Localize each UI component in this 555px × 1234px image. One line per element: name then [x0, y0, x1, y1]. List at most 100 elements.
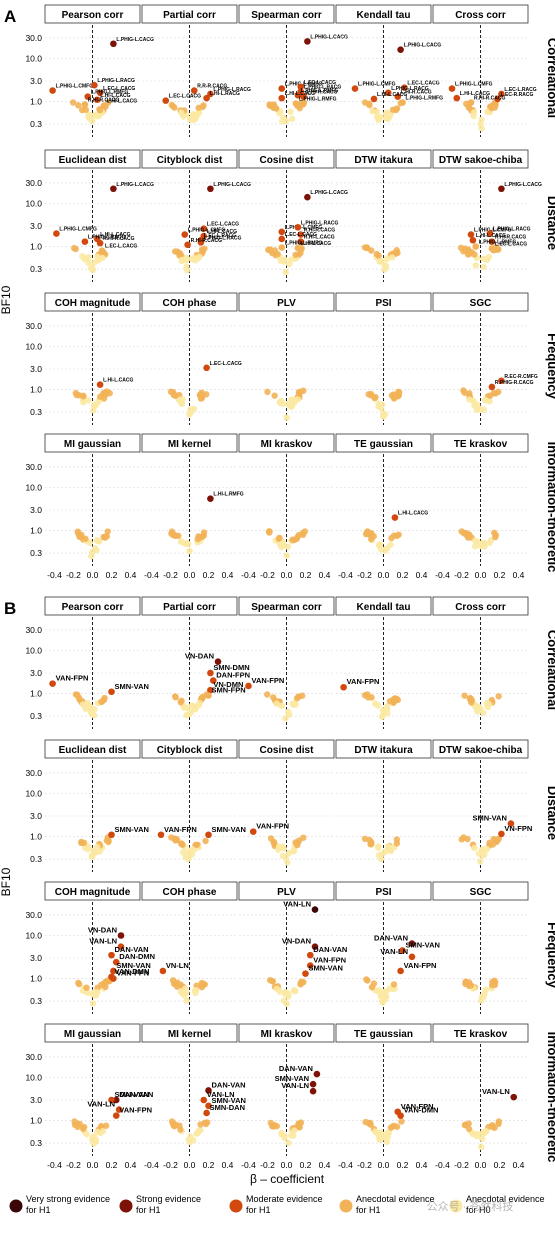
point-label: L.PHIG-L.CACG: [310, 34, 348, 40]
data-point: [299, 530, 306, 537]
data-point: [368, 694, 375, 701]
point-label: L.HI-L.CACG: [301, 241, 331, 247]
point-label: VAN-LN: [283, 900, 311, 909]
data-point: [297, 238, 305, 245]
point-label: L.PHIG-L.CMFG: [188, 228, 226, 234]
data-point: [408, 953, 416, 961]
point-label: L.PHIG-L.RACG: [88, 235, 126, 241]
data-point: [484, 703, 491, 711]
data-point: [86, 539, 93, 546]
data-point: [488, 238, 496, 245]
data-point: [488, 1121, 496, 1129]
data-point: [383, 1138, 391, 1145]
data-point: [294, 223, 302, 231]
data-point: [397, 1112, 404, 1119]
data-point: [370, 95, 378, 103]
data-point: [96, 107, 104, 114]
data-point: [178, 538, 185, 545]
data-point: [302, 970, 309, 977]
point-label: L.HI-L.CACG: [100, 93, 130, 99]
y-tick-label: 1.0: [30, 526, 42, 536]
point-label: SMN-VAN: [406, 940, 440, 949]
data-point: [177, 1126, 184, 1133]
data-point: [103, 837, 111, 844]
data-point: [378, 1131, 385, 1139]
y-tick-label: 0.3: [30, 711, 42, 721]
y-tick-label: 0.3: [30, 407, 42, 417]
y-tick-label: 3.0: [30, 221, 42, 231]
point-label: L.PHIG-L.RACG: [301, 220, 339, 226]
legend-item: Moderate evidence for H1: [229, 1194, 323, 1215]
data-point: [306, 951, 314, 959]
data-point: [179, 849, 187, 856]
data-point: [388, 534, 395, 542]
data-point: [207, 90, 214, 98]
data-point: [399, 99, 406, 106]
data-point: [480, 255, 487, 262]
point-label: R.HI-R.CACG: [495, 235, 526, 241]
data-point: [392, 106, 400, 114]
data-point: [366, 836, 373, 844]
facet-title: DTW itakura: [354, 745, 413, 756]
x-tick-label: -0.2: [357, 1160, 372, 1170]
x-tick-label: 0.4: [125, 1160, 137, 1170]
data-point: [374, 702, 382, 709]
data-point: [391, 514, 399, 521]
data-point: [203, 94, 210, 102]
data-point: [190, 846, 198, 853]
row-label: Frequency: [545, 333, 555, 400]
point-label: L.HI-L.CACG: [100, 232, 130, 238]
facet-cross-corr: Cross corr: [432, 596, 529, 729]
y-tick-label: 1.0: [30, 242, 42, 252]
data-point: [495, 693, 502, 700]
data-point: [291, 1127, 298, 1134]
data-point: [53, 230, 60, 237]
point-label: L.HI-L.CACG: [460, 91, 490, 97]
facet-title: MI gaussian: [64, 1029, 121, 1040]
data-point: [170, 1122, 177, 1129]
point-label: L.PHIG-L.CMFG: [474, 228, 512, 234]
y-tick-label: 30.0: [25, 33, 42, 43]
x-tick-label: -0.4: [47, 1160, 62, 1170]
facet-title: DTW itakura: [354, 155, 413, 166]
data-point: [488, 104, 495, 112]
facet-strip: [141, 1023, 238, 1043]
point-label: L.EC-L.CACG: [207, 222, 239, 228]
point-label: VAN-FPN: [252, 676, 285, 685]
data-point: [245, 682, 252, 690]
point-label: L.EC-L.CACG: [407, 81, 439, 87]
data-point: [309, 1087, 317, 1095]
data-point: [363, 244, 371, 252]
point-label: L.PHIG-L.RMFG: [479, 240, 517, 246]
data-point: [203, 1109, 210, 1117]
data-point: [207, 185, 214, 193]
y-tick-label: 10.0: [25, 341, 42, 351]
data-point: [290, 701, 297, 708]
data-point: [278, 228, 286, 236]
data-point: [88, 552, 95, 560]
data-point: [83, 1131, 90, 1138]
data-point: [273, 700, 280, 707]
y-tick-label: 0.3: [30, 119, 42, 129]
data-point: [69, 99, 77, 106]
data-point: [373, 108, 381, 116]
data-point: [461, 1121, 469, 1129]
data-point: [117, 943, 125, 950]
point-label: VN-DMN: [213, 680, 243, 689]
data-point: [379, 713, 386, 720]
data-point: [94, 257, 102, 264]
facet-te-kraskov: TE kraskov -0.4 -0.2 0.0 0.2 0.4: [432, 433, 529, 580]
facet-title: COH phase: [163, 298, 217, 309]
facet-spearman-corr: Spearman corrL.PHIG-L.CACGL.PHIG-L.CMFGL…: [238, 4, 348, 137]
data-point: [100, 102, 108, 110]
facet-title: Cityblock dist: [157, 155, 223, 166]
data-point: [80, 399, 87, 406]
facet-strip: [432, 881, 529, 901]
data-point: [294, 244, 302, 252]
data-point: [292, 100, 300, 107]
data-point: [200, 980, 207, 988]
facet-strip: [238, 433, 335, 453]
